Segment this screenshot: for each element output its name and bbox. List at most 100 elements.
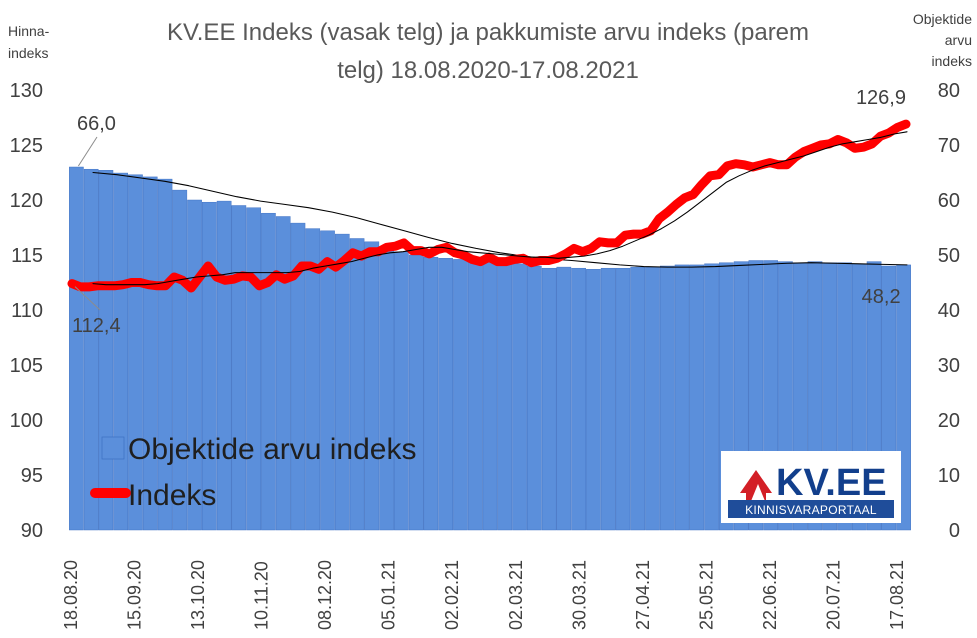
- bar-trend-line: [92, 171, 908, 268]
- x-axis-tick-label: 08.12.20: [315, 560, 335, 630]
- x-axis-tick-label: 10.11.20: [252, 561, 272, 630]
- bar: [113, 172, 129, 531]
- x-axis-tick-label: 25.05.21: [696, 560, 716, 630]
- legend-line-label: Indeks: [128, 479, 216, 512]
- line-series: [67, 119, 911, 293]
- data-label-line-last: 126,9: [856, 87, 906, 109]
- right-axis-tick-label: 50: [938, 245, 960, 267]
- bar: [83, 168, 99, 531]
- bar: [231, 205, 247, 531]
- kv-ee-logo: KV.EE KINNISVARAPORTAAL: [721, 451, 901, 523]
- bar: [645, 266, 660, 531]
- bar: [334, 233, 350, 531]
- bar: [630, 266, 646, 531]
- x-axis-tick-label: 18.08.20: [61, 560, 81, 630]
- x-axis-tick-label: 22.06.21: [760, 560, 780, 630]
- bar-series: [69, 166, 911, 531]
- bar: [408, 254, 424, 531]
- left-axis-tick-label: 110: [11, 300, 43, 322]
- index-line: [67, 119, 911, 293]
- bar: [556, 266, 572, 531]
- x-axis-tick-label: 27.04.21: [633, 560, 653, 630]
- bar: [482, 261, 498, 531]
- bar: [290, 222, 306, 531]
- bar: [659, 265, 675, 531]
- data-label-line-first: 112,4: [72, 315, 121, 337]
- bar: [128, 174, 143, 531]
- right-axis-ticks: 0 10 20 30 40 50 60 70 80: [938, 80, 960, 542]
- bar: [275, 216, 291, 531]
- bar: [320, 230, 335, 531]
- x-axis-tick-label: 17.08.21: [887, 560, 907, 630]
- bar: [364, 241, 380, 531]
- x-axis-tick-label: 05.01.21: [379, 560, 399, 630]
- right-axis-title-line-2: arvu: [945, 32, 972, 48]
- bar: [394, 251, 409, 531]
- left-axis-title-line-1: Hinna-: [8, 23, 50, 39]
- bar: [541, 267, 557, 531]
- bar: [600, 267, 616, 531]
- left-axis-title-line-2: indeks: [8, 45, 48, 61]
- x-axis-tick-label: 02.03.21: [506, 560, 526, 630]
- x-axis-tick-label: 02.02.21: [442, 560, 462, 630]
- right-axis-tick-label: 70: [938, 135, 960, 157]
- bar: [527, 265, 542, 531]
- bar: [98, 170, 114, 531]
- x-axis-tick-label: 15.09.20: [125, 560, 145, 630]
- left-axis-tick-label: 130: [10, 80, 43, 102]
- index-trend-line: [92, 131, 908, 286]
- bar: [69, 166, 84, 531]
- left-axis-ticks: 90 95 100 105 110 115 120 125 130: [10, 80, 43, 542]
- bar: [246, 207, 261, 531]
- x-axis-labels: 18.08.20 15.09.20 13.10.20 10.11.20 08.12.20…: [61, 560, 907, 630]
- bar: [689, 264, 705, 531]
- bar: [467, 260, 483, 531]
- bar: [423, 256, 439, 531]
- left-axis-tick-label: 120: [10, 190, 43, 212]
- right-axis-tick-label: 20: [938, 410, 960, 432]
- right-axis-tick-label: 10: [938, 465, 960, 487]
- bar: [142, 176, 158, 531]
- bar: [379, 247, 394, 531]
- right-axis-title-line-1: Objektide: [913, 11, 972, 27]
- right-axis-tick-label: 80: [938, 80, 960, 102]
- bar: [615, 267, 631, 531]
- legend-bar-label: Objektide arvu indeks: [128, 433, 417, 466]
- right-axis-tick-label: 60: [938, 190, 960, 212]
- left-axis-tick-label: 95: [21, 465, 43, 487]
- bar: [497, 262, 513, 531]
- legend-bar-swatch: [101, 436, 125, 460]
- bar: [157, 178, 173, 531]
- bar: [349, 238, 365, 531]
- chart-title-line-2: telg) 18.08.2020-17.08.2021: [337, 57, 639, 84]
- bar: [202, 201, 217, 531]
- callout-bar-first: [77, 136, 98, 167]
- chart-title-line-1: KV.EE Indeks (vasak telg) ja pakkumiste …: [167, 19, 809, 46]
- x-axis-tick-label: 30.03.21: [569, 560, 589, 630]
- right-axis-tick-label: 40: [938, 300, 960, 322]
- left-axis-tick-label: 105: [10, 355, 43, 377]
- right-axis-tick-label: 30: [938, 355, 960, 377]
- bar: [216, 200, 232, 531]
- left-axis-tick-label: 90: [21, 520, 43, 542]
- x-axis-tick-label: 20.07.21: [823, 560, 843, 630]
- chart-legend: Objektide arvu indeks Indeks: [90, 433, 417, 512]
- logo-main-text: KV.EE: [776, 462, 887, 504]
- data-label-bar-first: 66,0: [77, 113, 116, 135]
- right-axis-title-line-3: indeks: [932, 53, 972, 69]
- right-axis-tick-label: 0: [949, 520, 960, 542]
- bar: [305, 228, 321, 531]
- bar: [512, 263, 527, 531]
- logo-subtitle-text: KINNISVARAPORTAAL: [745, 503, 877, 517]
- left-axis-tick-label: 125: [10, 135, 43, 157]
- house-logo-icon: [740, 470, 772, 506]
- bar: [571, 267, 586, 531]
- bar: [704, 263, 719, 531]
- logo-subtitle-bar: [728, 500, 894, 518]
- bar: [261, 212, 276, 531]
- bar: [674, 264, 690, 531]
- left-axis-tick-label: 115: [11, 245, 43, 267]
- callout-line-first: [74, 286, 101, 311]
